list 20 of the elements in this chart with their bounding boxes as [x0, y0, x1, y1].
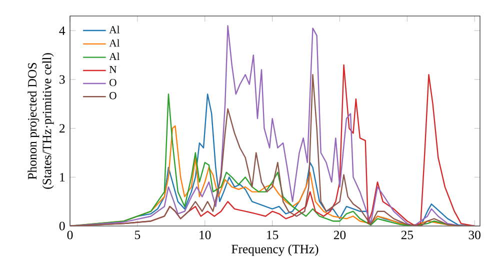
legend-label: O	[110, 78, 116, 86]
x-axis-title: Frequency (THz)	[232, 244, 318, 256]
x-tick-label: 10	[200, 230, 211, 240]
x-tick-label: 15	[267, 230, 278, 240]
y-tick-label: 2	[60, 124, 65, 133]
x-tick-label: 25	[401, 230, 414, 240]
y-axis-title: Phonon projected DOS (States/THz·primitive cell)	[28, 53, 54, 189]
y-tick-label: 4	[59, 26, 66, 35]
y-tick-label: 3	[60, 75, 65, 84]
x-tick-label: 5	[135, 230, 140, 240]
y-tick-label: 1	[60, 172, 65, 182]
x-tick-label: 30	[468, 230, 480, 240]
y-tick-label: 0	[59, 222, 65, 230]
x-tick-label: 20	[334, 230, 346, 240]
legend-label: Al	[109, 52, 120, 60]
legend-label: N	[109, 66, 117, 73]
legend-label: Al	[109, 26, 120, 34]
legend-label: Al	[109, 39, 120, 47]
x-tick-label: 0	[67, 230, 73, 240]
legend-label: O	[110, 92, 116, 100]
